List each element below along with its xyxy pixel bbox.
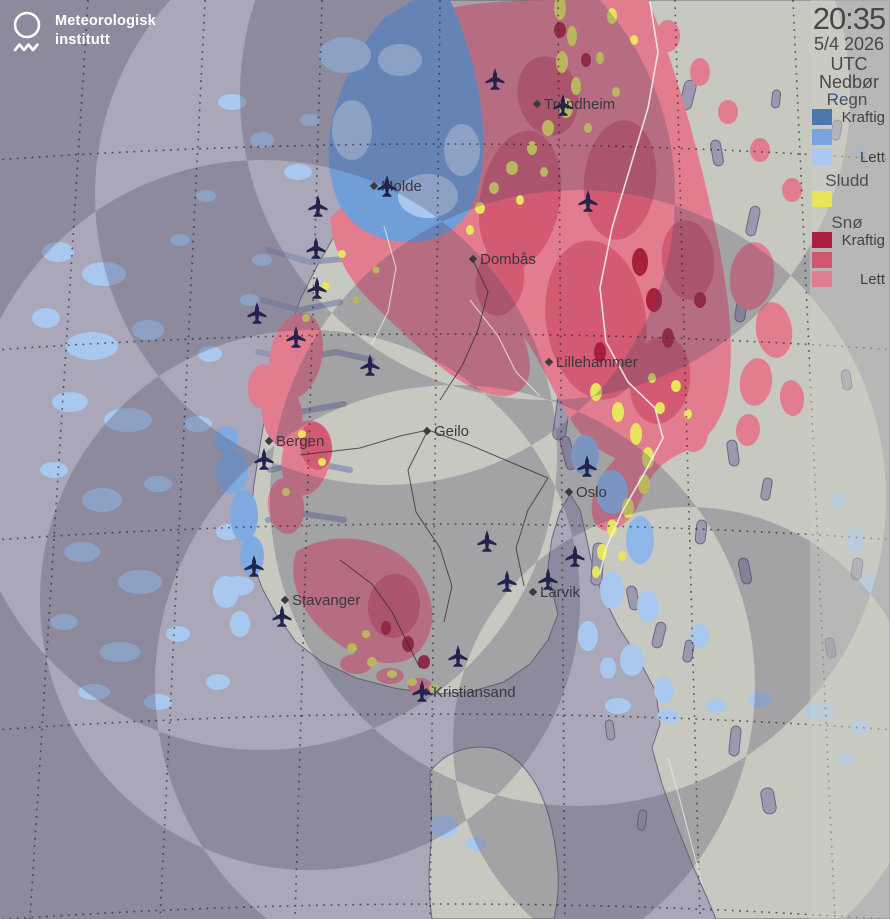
timezone: UTC bbox=[830, 54, 868, 74]
city-label: Oslo bbox=[576, 484, 607, 501]
legend-snow-heavy-label: Kraftig bbox=[841, 232, 885, 249]
city-label: Dombås bbox=[480, 251, 536, 268]
clock-time: 20:35 bbox=[812, 1, 887, 36]
legend-swatch-snow-mid bbox=[812, 252, 832, 268]
precip-rain-light-nw bbox=[170, 37, 480, 246]
legend-swatch-rain-heavy bbox=[812, 109, 832, 125]
legend-sleet-title: Sludd bbox=[825, 171, 869, 190]
met-institute-logo: Meteorologisk institutt bbox=[12, 10, 156, 56]
legend-snow-light-label: Lett bbox=[859, 271, 885, 288]
city-label: Bergen bbox=[276, 433, 324, 450]
precip-snow-heavy bbox=[381, 22, 706, 669]
city-label: Geilo bbox=[434, 423, 469, 440]
date: 5/4 2026 bbox=[813, 34, 885, 54]
land-denmark bbox=[428, 746, 559, 919]
city-label: Trondheim bbox=[544, 96, 615, 113]
legend-swatch-rain-light bbox=[812, 149, 832, 165]
legend-swatch-sleet bbox=[812, 191, 832, 207]
borders-county-black bbox=[299, 257, 549, 669]
legend-rain-heavy-label: Kraftig bbox=[841, 109, 885, 126]
legend-rain-title: Regn bbox=[826, 90, 868, 109]
legend-snow-title: Snø bbox=[831, 213, 863, 232]
legend-swatch-snow-heavy bbox=[812, 232, 832, 248]
legend-rain-light-label: Lett bbox=[859, 149, 885, 166]
legend-panel: 20:35 5/4 2026 UTC Nedbør Regn Kraftig L… bbox=[810, 0, 890, 919]
brand-line1: Meteorologisk bbox=[55, 13, 156, 29]
border-norway-sweden bbox=[599, 1, 664, 575]
legend-swatch-rain-mid bbox=[812, 129, 832, 145]
city-label: Kristiansand bbox=[433, 684, 516, 701]
city-label: Stavanger bbox=[292, 592, 360, 609]
met-logo-icon bbox=[13, 11, 41, 52]
precip-snow-mid bbox=[299, 56, 715, 638]
borders-county-white bbox=[371, 225, 703, 885]
city-label: Lillehammer bbox=[556, 354, 638, 371]
precip-rain-light-sw bbox=[32, 242, 272, 710]
precip-sleet bbox=[282, 0, 692, 692]
legend-swatch-snow-light bbox=[812, 271, 832, 287]
city-label: Molde bbox=[381, 178, 422, 195]
brand-line2: institutt bbox=[55, 32, 110, 48]
product-title: Nedbør bbox=[818, 72, 880, 92]
